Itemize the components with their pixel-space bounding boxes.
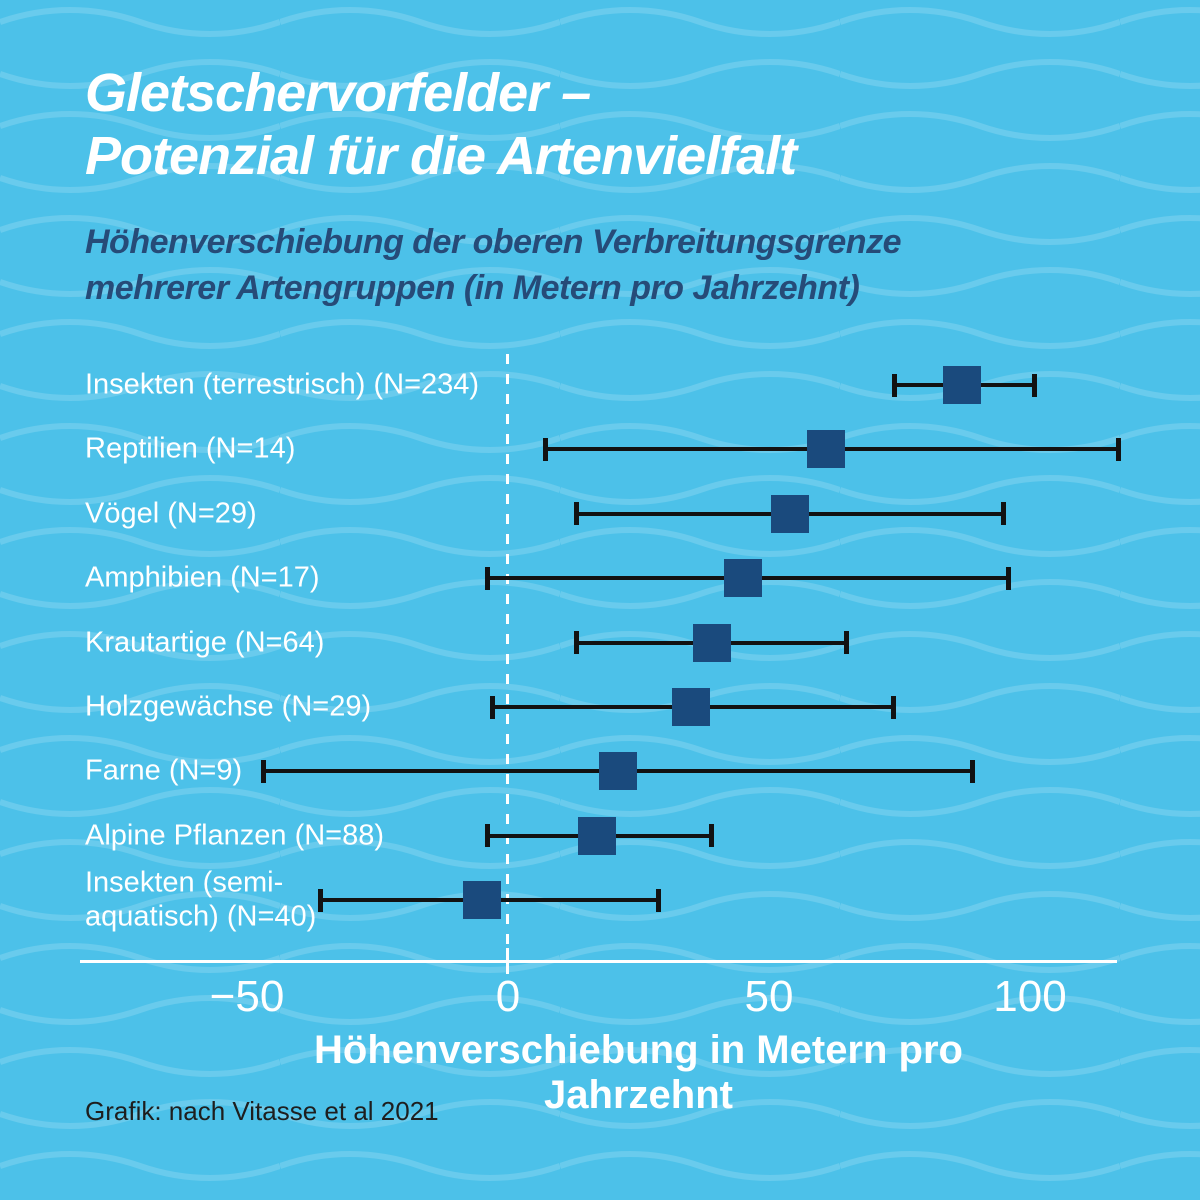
error-bar-cap-left bbox=[318, 888, 324, 912]
error-bar-cap-right bbox=[708, 824, 714, 848]
zero-dashed-line bbox=[506, 354, 509, 962]
page-title: Gletschervorfelder – Potenzial für die A… bbox=[85, 62, 797, 188]
mean-marker bbox=[462, 881, 501, 920]
mean-marker bbox=[770, 494, 809, 533]
mean-marker bbox=[577, 816, 616, 855]
error-bar-cap-right bbox=[969, 759, 975, 783]
error-bar-cap-right bbox=[1115, 437, 1121, 461]
error-bar-cap-left bbox=[485, 824, 491, 848]
x-tick-label: −50 bbox=[209, 972, 285, 1021]
x-tick-label: 50 bbox=[744, 972, 794, 1021]
error-bar-cap-left bbox=[573, 502, 579, 526]
error-bar-cap-right bbox=[891, 695, 897, 719]
mean-marker bbox=[671, 688, 710, 726]
error-bar-cap-left bbox=[892, 373, 898, 397]
category-label: Insekten (terrestrisch) (N=234) bbox=[85, 368, 480, 401]
x-tick-label: 100 bbox=[993, 972, 1067, 1021]
error-bar-cap-left bbox=[573, 631, 579, 655]
category-label: Krautartige (N=64) bbox=[85, 625, 325, 658]
error-bar-cap-right bbox=[844, 631, 850, 655]
mean-marker bbox=[723, 559, 762, 598]
x-tick-label: 0 bbox=[495, 972, 521, 1021]
chart-subtitle: Höhenverschiebung der oberen Verbreitung… bbox=[85, 220, 901, 312]
category-label: Insekten (semi- aquatisch) (N=40) bbox=[85, 866, 317, 933]
category-label: Vögel (N=29) bbox=[85, 497, 257, 530]
chart-subtitle-line-1: Höhenverschiebung der oberen Verbreitung… bbox=[85, 223, 901, 261]
error-bar-cap-right bbox=[656, 888, 662, 912]
x-axis-title: Höhenverschiebung in Metern pro Jahrzehn… bbox=[314, 1028, 963, 1117]
page-title-line-1: Gletschervorfelder – bbox=[85, 63, 591, 123]
category-label: Alpine Pflanzen (N=88) bbox=[85, 819, 385, 852]
credit-line: Grafik: nach Vitasse et al 2021 bbox=[85, 1096, 439, 1126]
mean-marker bbox=[692, 623, 731, 662]
error-bar-cap-right bbox=[1032, 373, 1038, 397]
category-label: Holzgewächse (N=29) bbox=[85, 690, 372, 723]
category-label: Amphibien (N=17) bbox=[85, 561, 320, 594]
mean-marker bbox=[598, 752, 637, 791]
error-bar-cap-right bbox=[1000, 502, 1006, 526]
page-title-line-2: Potenzial für die Artenvielfalt bbox=[85, 126, 797, 187]
category-label: Reptilien (N=14) bbox=[85, 432, 296, 465]
error-bar-cap-right bbox=[1006, 566, 1012, 590]
error-bar-cap-left bbox=[485, 566, 491, 590]
mean-marker bbox=[807, 430, 846, 469]
error-bar-cap-left bbox=[490, 695, 496, 719]
chart-subtitle-line-2: mehrerer Artengruppen (in Metern pro Jah… bbox=[85, 268, 860, 307]
category-label: Farne (N=9) bbox=[85, 754, 243, 787]
error-bar-cap-left bbox=[542, 437, 548, 461]
error-bar-cap-left bbox=[260, 759, 266, 783]
x-axis-line bbox=[80, 960, 1117, 963]
mean-marker bbox=[943, 366, 982, 404]
